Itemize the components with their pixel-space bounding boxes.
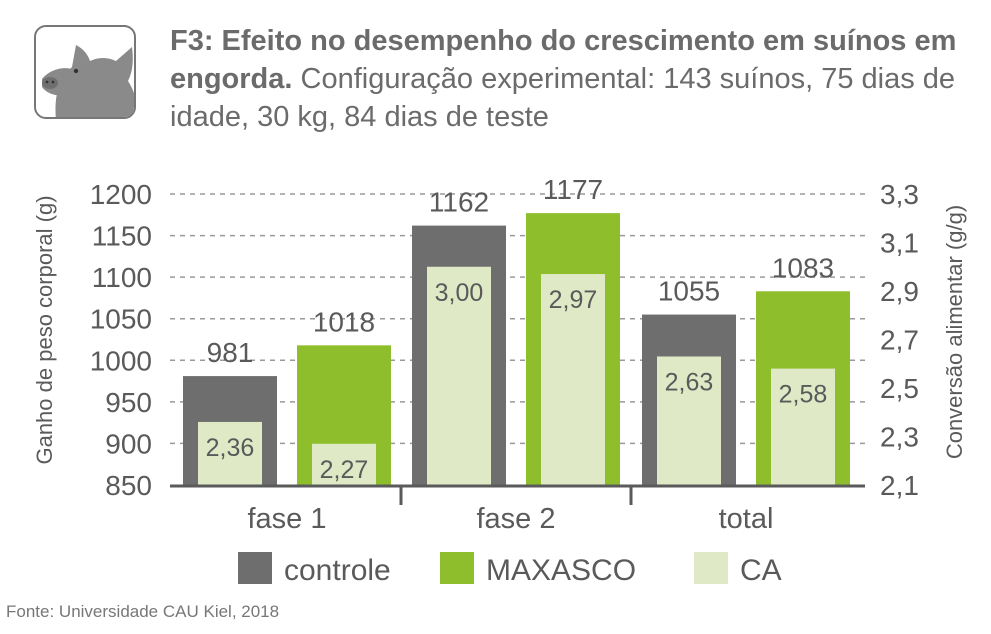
bar-value-label: 981 bbox=[207, 337, 254, 368]
legend-label: CA bbox=[740, 554, 782, 587]
y-tick-label: 1100 bbox=[92, 262, 152, 293]
bar-ca bbox=[312, 443, 376, 485]
y-tick-label: 1000 bbox=[90, 345, 152, 376]
chart-title: F3: Efeito no desempenho do crescimento … bbox=[170, 22, 980, 136]
y-tick-label: 850 bbox=[105, 470, 152, 501]
x-category-label: total bbox=[719, 503, 774, 535]
bar-chart: 1200 1150 1100 1050 1000 950 900 850 3,3 3,1 2,9 2,… bbox=[32, 174, 967, 587]
y-axis-label: Ganho de peso corporal (g) bbox=[32, 195, 57, 464]
y2-tick-label: 2,5 bbox=[880, 373, 919, 404]
y2-tick-label: 2,7 bbox=[880, 325, 919, 356]
legend-swatch bbox=[238, 552, 272, 584]
y2-tick-label: 3,1 bbox=[880, 228, 919, 259]
y2-tick-label: 2,9 bbox=[880, 276, 919, 307]
ca-value-label: 3,00 bbox=[435, 279, 484, 307]
bar-ca bbox=[771, 368, 835, 485]
legend-swatch bbox=[440, 552, 474, 584]
legend-label: controle bbox=[284, 554, 391, 587]
chart-title-bold: F3: Efeito no desempenho do crescimento … bbox=[170, 25, 957, 95]
ca-value-label: 2,58 bbox=[779, 381, 828, 409]
chart-title-rest: Configuração experimental: 143 suínos, 7… bbox=[170, 63, 956, 133]
y2-tick-label: 2,3 bbox=[880, 422, 919, 453]
ca-value-label: 2,63 bbox=[665, 368, 714, 396]
bar-value-label: 1177 bbox=[543, 174, 603, 205]
y2-tick-label: 2,1 bbox=[880, 470, 919, 501]
bar-value-label: 1162 bbox=[429, 187, 489, 218]
legend-swatch bbox=[694, 552, 728, 584]
pig-icon-badge bbox=[34, 25, 136, 119]
y-tick-label: 900 bbox=[105, 428, 152, 459]
legend-label: MAXASCO bbox=[486, 554, 636, 587]
ca-value-label: 2,36 bbox=[206, 434, 255, 462]
bar-value-label: 1018 bbox=[313, 306, 375, 337]
x-category-label: fase 1 bbox=[248, 503, 327, 535]
ca-value-label: 2,27 bbox=[320, 456, 369, 484]
source-note: Fonte: Universidade CAU Kiel, 2018 bbox=[6, 602, 280, 621]
y-tick-label: 1200 bbox=[90, 179, 152, 210]
y-tick-label: 950 bbox=[105, 387, 152, 418]
y-tick-label: 1050 bbox=[90, 304, 152, 335]
y-tick-label: 1150 bbox=[92, 221, 152, 252]
pig-icon bbox=[42, 45, 134, 117]
bar-value-label: 1083 bbox=[772, 252, 834, 283]
y2-tick-label: 3,3 bbox=[880, 179, 919, 210]
bar-ca bbox=[198, 421, 262, 485]
ca-value-label: 2,97 bbox=[549, 286, 598, 314]
bar-value-label: 1055 bbox=[658, 276, 720, 307]
y2-axis-label: Conversão alimentar (g/g) bbox=[942, 205, 967, 459]
bar-ca bbox=[541, 274, 605, 485]
x-category-label: fase 2 bbox=[477, 503, 556, 535]
bar-ca bbox=[657, 356, 721, 485]
bar-ca bbox=[427, 266, 491, 485]
